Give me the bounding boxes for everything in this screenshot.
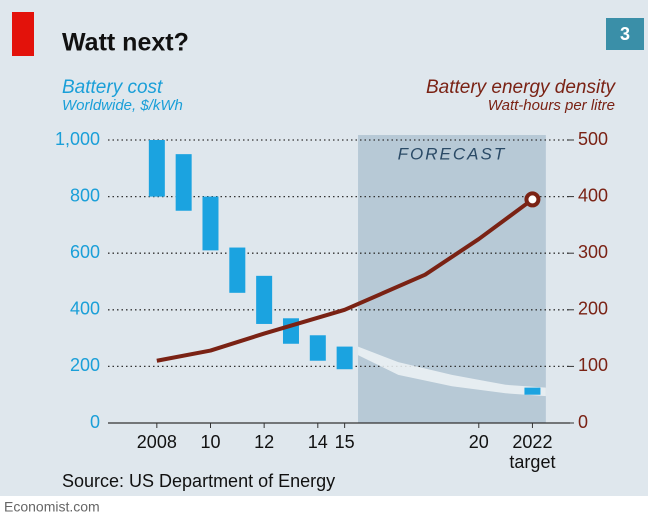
- range-bar: [229, 247, 246, 293]
- y2-sublabel: Watt-hours per litre: [488, 97, 615, 114]
- x-tick-label: 14: [308, 432, 328, 452]
- footer: Economist.com: [4, 499, 100, 515]
- y2-tick-label: 100: [578, 355, 608, 375]
- source: Source: US Department of Energy: [62, 471, 335, 491]
- y-tick-label: 800: [70, 185, 100, 205]
- y2-tick-label: 500: [578, 129, 608, 149]
- range-bar: [202, 196, 219, 251]
- x-tick-label: 2022: [512, 432, 552, 452]
- y-tick-label: 1,000: [55, 129, 100, 149]
- y-tick-label: 200: [70, 355, 100, 375]
- range-bar: [175, 154, 192, 211]
- y-tick-label: 0: [90, 412, 100, 432]
- y-tick-label: 600: [70, 242, 100, 262]
- range-bar: [148, 140, 165, 197]
- y-label: Battery cost: [62, 77, 163, 98]
- x-tick-label: 2008: [137, 432, 177, 452]
- badge: 3: [620, 24, 630, 44]
- x-tick-label: 15: [335, 432, 355, 452]
- red-tab: [12, 12, 34, 56]
- y2-tick-label: 0: [578, 412, 588, 432]
- range-bar: [524, 387, 541, 395]
- x-tick-label: 20: [469, 432, 489, 452]
- badge-box: [606, 18, 644, 50]
- forecast-band: [358, 346, 546, 397]
- range-bar: [309, 335, 326, 361]
- x-tick-label: 10: [200, 432, 220, 452]
- y2-tick-label: 300: [578, 242, 608, 262]
- y2-tick-label: 200: [578, 299, 608, 319]
- range-bar: [256, 275, 273, 324]
- end-marker: [524, 191, 541, 208]
- forecast-label: FORECAST: [398, 144, 507, 163]
- y2-label: Battery energy density: [426, 77, 617, 98]
- x-tick-label: 12: [254, 432, 274, 452]
- line: [156, 197, 534, 363]
- range-bar: [336, 346, 353, 370]
- y-tick-label: 400: [70, 299, 100, 319]
- y2-tick-label: 400: [578, 185, 608, 205]
- x-note: target: [509, 452, 555, 472]
- chart-title: Watt next?: [62, 29, 189, 57]
- y-sublabel: Worldwide, $/kWh: [62, 97, 183, 114]
